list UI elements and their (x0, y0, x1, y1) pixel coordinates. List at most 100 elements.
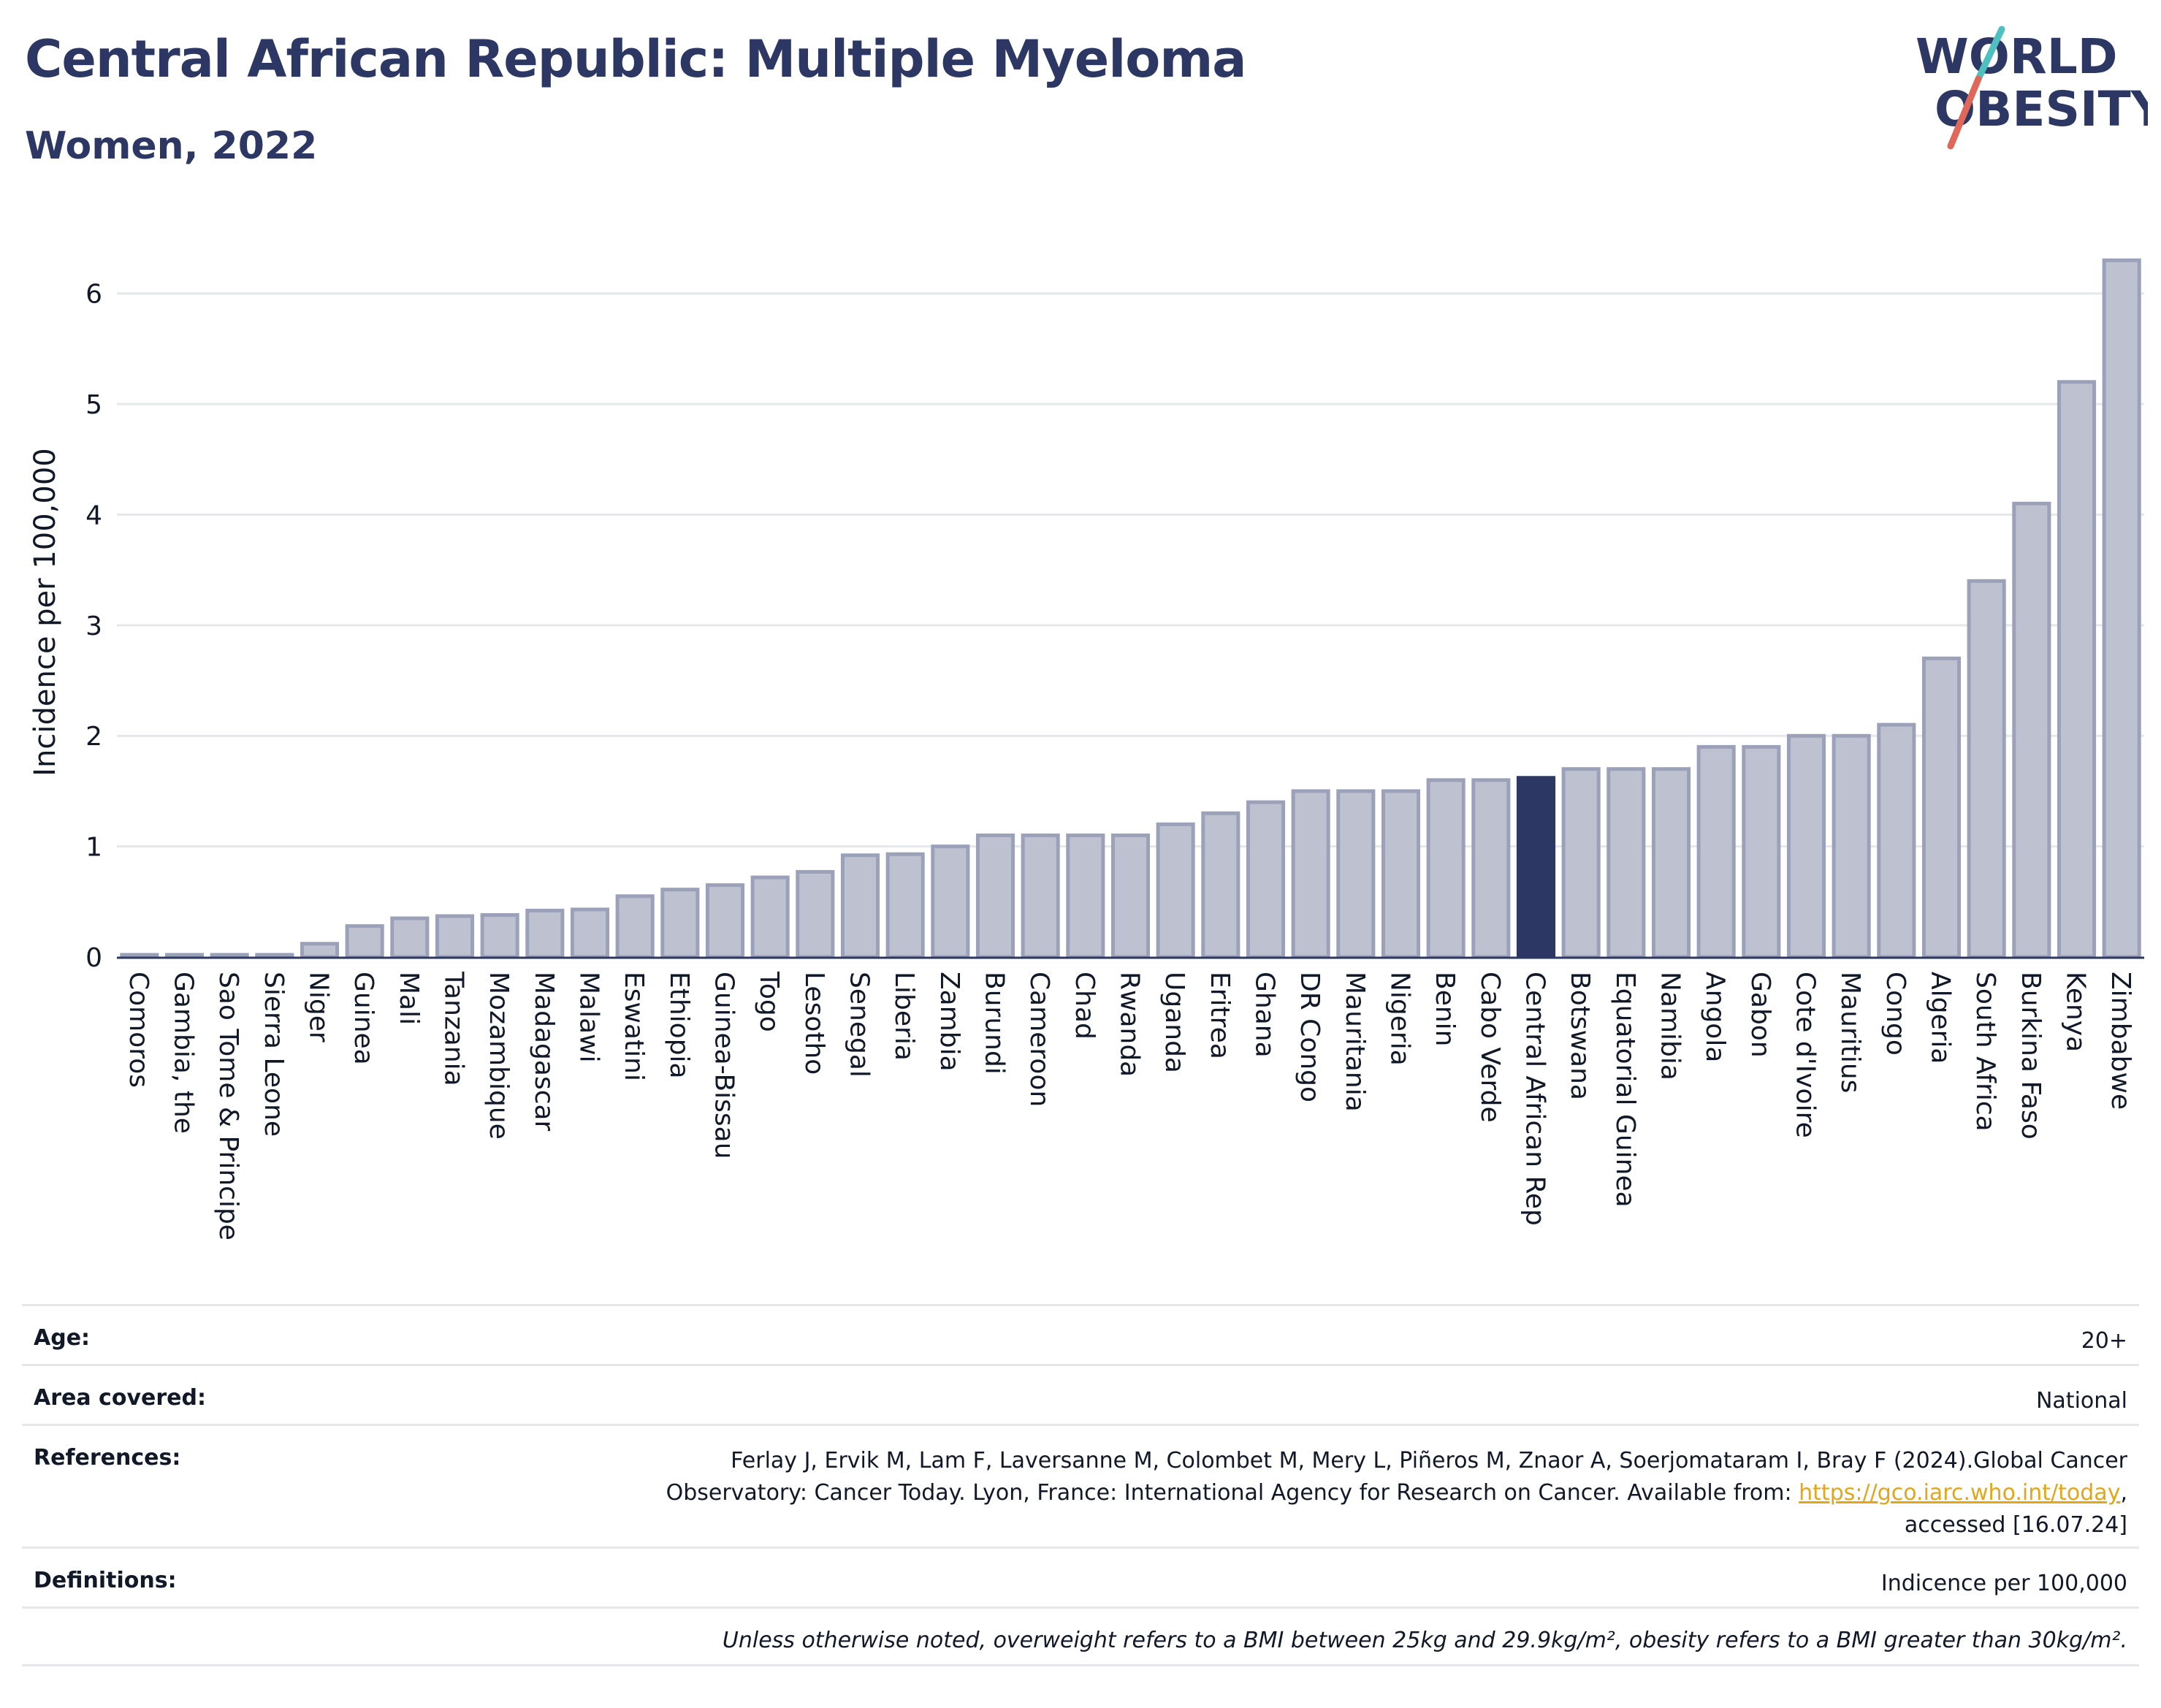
x-tick-label: Ethiopia (664, 972, 694, 1079)
x-tick-label: Zambia (934, 972, 964, 1072)
bar (1246, 800, 1286, 959)
y-tick-label: 1 (85, 833, 102, 863)
x-tick-label: Sao Tome & Principe (213, 972, 243, 1240)
x-tick-label: Burundi (980, 972, 1010, 1075)
x-tick-label: Guinea-Bissau (709, 972, 739, 1159)
x-tick-label: Algeria (1926, 972, 1956, 1064)
info-row-age: Age: 20+ (22, 1304, 2139, 1364)
bar (2012, 501, 2051, 959)
x-tick-label: Nigeria (1385, 972, 1415, 1066)
x-tick-label: South Africa (1970, 972, 2000, 1132)
bars (120, 258, 2141, 959)
x-tick-label: Burkina Faso (2016, 972, 2046, 1140)
logo-slash-teal (1975, 26, 2005, 83)
bar (1156, 822, 1195, 959)
x-tick-label: Senegal (845, 972, 874, 1078)
x-tick-label: Ghana (1250, 972, 1280, 1058)
references-line3: accessed [16.07.24] (1904, 1512, 2127, 1538)
x-tick-label: Sierra Leone (259, 972, 289, 1137)
bar (705, 883, 745, 959)
references-link[interactable]: https://gco.iarc.who.int/today (1799, 1480, 2121, 1506)
bar (1607, 767, 1646, 959)
info-table: Age: 20+ Area covered: National Referenc… (22, 1304, 2139, 1666)
definitions-label: Definitions: (34, 1568, 177, 1593)
x-tick-label: Zimbabwe (2105, 972, 2135, 1110)
x-tick-label: Angola (1700, 972, 1730, 1062)
definitions-value: Indicence per 100,000 (1880, 1571, 2127, 1596)
bar (345, 924, 384, 959)
y-tick-label: 6 (85, 280, 102, 310)
y-tick-label: 3 (85, 611, 102, 641)
x-axis-labels: Comoros Gambia, the Sao Tome & Principe Sie… (123, 971, 2135, 1240)
x-tick-label: Mauritania (1340, 972, 1370, 1112)
bar (480, 912, 519, 959)
bar (2102, 258, 2141, 959)
x-tick-label: Eritrea (1205, 972, 1235, 1059)
x-tick-label: Namibia (1655, 972, 1685, 1080)
bar (1471, 778, 1511, 959)
bar (1201, 811, 1240, 959)
x-tick-label: Guinea (348, 972, 378, 1065)
bar (1786, 733, 1826, 959)
bar (1742, 744, 1781, 959)
y-tick-label: 0 (85, 943, 102, 973)
bar (2057, 380, 2097, 959)
info-row-note: Unless otherwise noted, overweight refer… (22, 1606, 2139, 1666)
world-obesity-logo: WORLD OBESITY (1916, 26, 2148, 150)
bar-highlight (1516, 776, 1556, 959)
references-line2: Observatory: Cancer Today. Lyon, France:… (666, 1480, 1799, 1506)
bar (1561, 767, 1601, 959)
bar (975, 833, 1015, 959)
bar (1651, 767, 1691, 959)
x-tick-label: Mali (394, 972, 424, 1025)
x-tick-label: Liberia (889, 972, 919, 1061)
bar (750, 875, 790, 959)
x-tick-label: Eswatini (619, 972, 649, 1081)
x-tick-label: Equatorial Guinea (1610, 972, 1640, 1208)
references-value: Ferlay J, Ervik M, Lam F, Laversanne M, … (666, 1448, 2127, 1538)
bar (390, 916, 430, 959)
bar (1336, 789, 1376, 959)
bar (1967, 579, 2006, 959)
chart-title: Central African Republic: Multiple Myelo… (25, 29, 1247, 89)
x-tick-label: Chad (1070, 972, 1099, 1040)
x-tick-label: Cabo Verde (1475, 972, 1505, 1123)
bmi-note: Unless otherwise noted, overweight refer… (722, 1628, 2127, 1653)
x-tick-label: Rwanda (1115, 972, 1145, 1077)
bar (1426, 778, 1466, 959)
bar (435, 914, 475, 959)
x-tick-label: DR Congo (1295, 972, 1325, 1102)
age-label: Age: (34, 1325, 91, 1351)
area-label: Area covered: (34, 1385, 206, 1411)
x-tick-label: Togo (754, 971, 784, 1032)
info-row-references: References: Ferlay J, Ervik M, Lam F, La… (22, 1424, 2139, 1547)
x-tick-label: Uganda (1159, 972, 1189, 1073)
x-tick-label: Niger (304, 972, 334, 1042)
references-line1: Ferlay J, Ervik M, Lam F, Laversanne M, … (731, 1448, 2127, 1473)
bar (1877, 723, 1916, 959)
x-tick-label: Lesotho (799, 972, 829, 1075)
y-tick-label: 4 (85, 500, 102, 530)
age-value: 20+ (2081, 1328, 2127, 1354)
info-row-definitions: Definitions: Indicence per 100,000 (22, 1547, 2139, 1606)
x-tick-label: Benin (1430, 972, 1460, 1046)
x-tick-label: Madagascar (529, 972, 559, 1132)
x-tick-label: Congo (1880, 972, 1910, 1056)
x-tick-label: Gabon (1745, 972, 1775, 1058)
bar (1832, 733, 1871, 959)
logo-line1: WORLD (1916, 28, 2118, 85)
y-tick-label: 2 (85, 722, 102, 752)
bar (931, 845, 970, 959)
bar-chart: 0 1 2 3 4 5 6 Comoros Gambia, the Sao Tome & Pri… (28, 258, 2144, 1240)
x-tick-label: Mauritius (1835, 972, 1865, 1093)
x-tick-label: Cote d'Ivoire (1791, 972, 1821, 1138)
bar (1381, 789, 1421, 959)
x-tick-label: Cameroon (1024, 972, 1054, 1107)
bar (1110, 833, 1151, 959)
x-tick-label: Malawi (574, 972, 604, 1063)
y-axis-label: Incidence per 100,000 (28, 448, 62, 777)
logo-slash-red (1947, 75, 1982, 150)
bar (1696, 744, 1736, 959)
bar (1021, 833, 1060, 959)
x-tick-label: Mozambique (484, 972, 514, 1140)
